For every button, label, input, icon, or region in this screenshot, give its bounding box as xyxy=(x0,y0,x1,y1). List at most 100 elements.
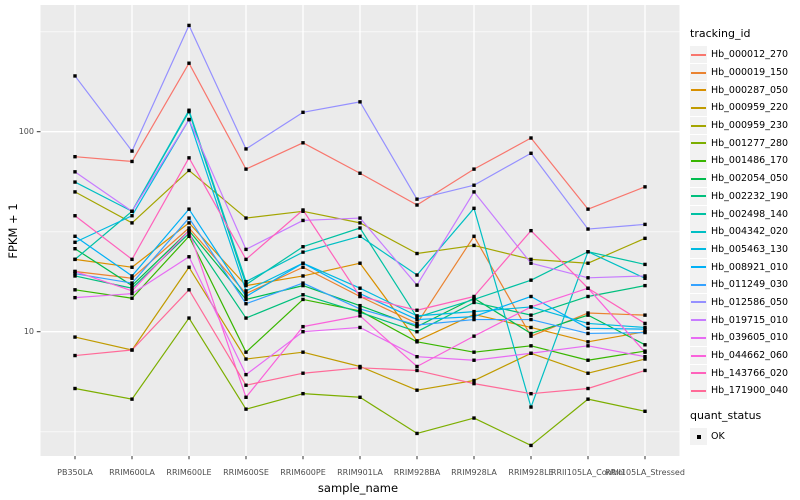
data-point xyxy=(187,234,191,238)
x-tick-label: RRIM928LE xyxy=(508,468,554,477)
data-point xyxy=(73,247,77,251)
data-point xyxy=(529,344,533,348)
legend-item-Hb_011249_030: Hb_011249_030 xyxy=(690,276,798,294)
data-point xyxy=(130,291,134,296)
legend-key-line-icon xyxy=(691,319,706,322)
data-point xyxy=(73,214,77,218)
data-point xyxy=(472,297,476,302)
data-point xyxy=(244,372,248,377)
x-tick-label: RRIM928LA xyxy=(451,468,497,477)
data-point xyxy=(73,386,77,391)
x-tick-label: RRII105LA_Control xyxy=(550,468,626,477)
data-point xyxy=(301,350,305,354)
legend-key-line-icon xyxy=(691,248,706,251)
data-point xyxy=(586,311,590,315)
legend-item-Hb_001486_170: Hb_001486_170 xyxy=(690,152,798,170)
data-point xyxy=(73,74,77,78)
data-point xyxy=(643,409,647,413)
data-point xyxy=(643,343,647,347)
data-point xyxy=(643,222,647,227)
data-point xyxy=(586,286,590,290)
data-point xyxy=(301,293,305,297)
data-point xyxy=(73,271,77,276)
legend-label: Hb_001486_170 xyxy=(711,155,789,167)
data-point xyxy=(187,288,191,292)
legend-label: Hb_011249_030 xyxy=(711,279,789,291)
legend-label: Hb_171900_040 xyxy=(711,385,789,397)
legend-quant-status: quant_status OK xyxy=(690,409,798,446)
data-point xyxy=(73,353,77,358)
legend-label: Hb_000959_230 xyxy=(711,120,789,132)
data-point xyxy=(529,136,533,140)
data-point xyxy=(130,348,134,352)
data-point xyxy=(73,170,77,174)
legend-tracking-entries: Hb_000012_270 Hb_000019_150 Hb_000287_050 H… xyxy=(690,46,798,400)
data-point xyxy=(472,416,476,420)
data-point xyxy=(301,330,305,334)
data-point xyxy=(586,250,590,254)
data-point xyxy=(130,221,134,225)
data-point xyxy=(244,302,248,306)
data-point xyxy=(301,141,305,145)
data-point xyxy=(415,323,419,327)
data-point xyxy=(301,324,305,329)
data-point xyxy=(643,236,647,241)
data-point xyxy=(358,314,362,318)
data-point xyxy=(187,221,191,225)
x-tick-label: RRIM928BA xyxy=(393,468,441,477)
data-point xyxy=(415,364,419,369)
data-point xyxy=(187,216,191,220)
legend-key-ok xyxy=(690,428,707,446)
data-point xyxy=(643,274,647,278)
data-point xyxy=(586,313,590,317)
data-point xyxy=(73,335,77,339)
legend-item-Hb_143766_020: Hb_143766_020 xyxy=(690,364,798,382)
data-point xyxy=(358,307,362,311)
data-point xyxy=(73,234,77,238)
legend-item-Hb_002232_190: Hb_002232_190 xyxy=(690,187,798,206)
data-point xyxy=(643,350,647,354)
data-point xyxy=(244,357,248,361)
data-point xyxy=(415,317,419,322)
legend-label: Hb_012586_050 xyxy=(711,296,789,308)
legend-key xyxy=(690,99,707,117)
data-point xyxy=(301,250,305,254)
data-point xyxy=(586,326,590,330)
data-point xyxy=(643,276,647,280)
data-point xyxy=(130,149,134,153)
legend-key-line-icon xyxy=(691,53,706,56)
data-point xyxy=(586,344,590,348)
data-point xyxy=(643,185,647,189)
data-point xyxy=(472,234,476,238)
data-point xyxy=(244,407,248,411)
data-point xyxy=(529,151,533,155)
data-point xyxy=(130,283,134,288)
data-point xyxy=(472,312,476,317)
data-point xyxy=(643,321,647,326)
legend-key xyxy=(690,382,707,400)
legend-key xyxy=(690,81,707,99)
data-point xyxy=(187,117,191,122)
x-tick-label: PB350LA xyxy=(57,468,93,477)
data-point xyxy=(187,226,191,230)
data-point xyxy=(130,274,134,278)
data-point xyxy=(130,397,134,401)
data-point xyxy=(301,371,305,375)
legend-item-Hb_000019_150: Hb_000019_150 xyxy=(690,64,798,82)
data-point xyxy=(586,227,590,231)
legend-item-Hb_001277_280: Hb_001277_280 xyxy=(690,134,798,152)
data-point xyxy=(643,330,647,335)
legend-label: Hb_004342_020 xyxy=(711,226,789,238)
legend-key xyxy=(690,347,707,365)
data-point xyxy=(358,294,362,299)
data-point xyxy=(358,395,362,399)
data-point xyxy=(415,273,419,277)
data-point xyxy=(73,257,77,262)
data-point xyxy=(244,257,248,262)
data-point xyxy=(472,243,476,248)
data-point xyxy=(187,23,191,28)
x-tick-label: RRIM600LE xyxy=(166,468,212,477)
data-point xyxy=(358,310,362,315)
legend-key-line-icon xyxy=(691,89,706,92)
data-point xyxy=(472,381,476,386)
